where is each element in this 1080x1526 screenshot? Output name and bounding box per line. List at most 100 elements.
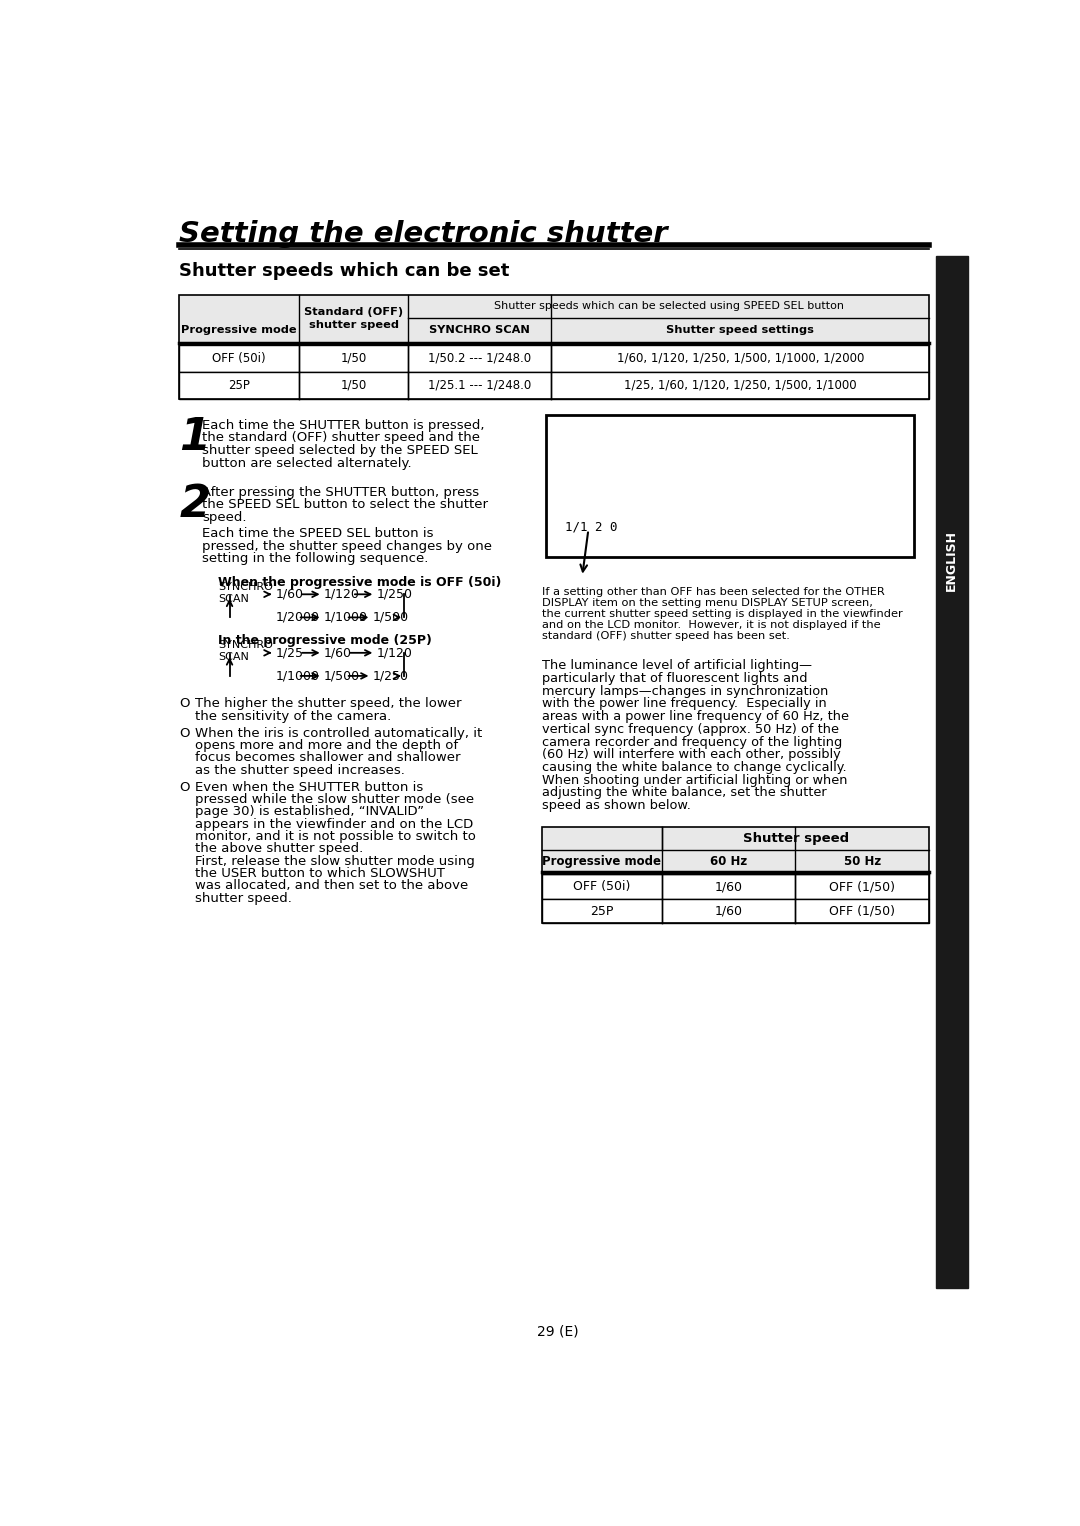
Text: 25P: 25P (228, 378, 251, 392)
Text: O: O (179, 697, 190, 711)
Text: 1/250: 1/250 (373, 670, 409, 682)
Text: SYNCHRO
SCAN: SYNCHRO SCAN (218, 641, 273, 662)
Text: Each time the SPEED SEL button is: Each time the SPEED SEL button is (202, 526, 434, 540)
Text: 1/60: 1/60 (715, 905, 743, 917)
Text: ENGLISH: ENGLISH (945, 530, 958, 591)
Bar (542, 827, 930, 850)
Text: as the shutter speed increases.: as the shutter speed increases. (194, 763, 405, 777)
Text: 1/1000: 1/1000 (324, 610, 368, 624)
Text: the current shutter speed setting is displayed in the viewfinder: the current shutter speed setting is dis… (542, 609, 903, 620)
Text: 1/1 2 0: 1/1 2 0 (565, 520, 618, 534)
Text: appears in the viewfinder and on the LCD: appears in the viewfinder and on the LCD (194, 818, 473, 830)
Text: Progressive mode: Progressive mode (542, 855, 661, 868)
Text: the SPEED SEL button to select the shutter: the SPEED SEL button to select the shutt… (202, 499, 488, 511)
Text: shutter speed.: shutter speed. (194, 891, 292, 905)
Text: pressed, the shutter speed changes by one: pressed, the shutter speed changes by on… (202, 540, 492, 552)
Text: 1/50: 1/50 (340, 378, 367, 392)
Text: 2: 2 (179, 484, 211, 526)
Text: causing the white balance to change cyclically.: causing the white balance to change cycl… (542, 761, 847, 774)
Text: 1/60: 1/60 (324, 647, 352, 659)
Text: SYNCHRO
SCAN: SYNCHRO SCAN (218, 581, 273, 604)
Text: 1/250: 1/250 (377, 588, 413, 601)
Bar (542, 899, 930, 923)
Text: button are selected alternately.: button are selected alternately. (202, 456, 413, 470)
Text: OFF (50i): OFF (50i) (213, 353, 266, 365)
Bar (542, 874, 930, 899)
Text: 1/120: 1/120 (377, 647, 413, 659)
Bar (542, 827, 930, 923)
Text: opens more and more and the depth of: opens more and more and the depth of (194, 739, 458, 752)
Text: the sensitivity of the camera.: the sensitivity of the camera. (194, 710, 391, 723)
Text: adjusting the white balance, set the shutter: adjusting the white balance, set the shu… (542, 786, 826, 800)
Text: 1/25: 1/25 (276, 647, 305, 659)
Bar (935, 256, 968, 1288)
Text: 1: 1 (179, 417, 211, 459)
Bar (179, 295, 930, 398)
Text: OFF (50i): OFF (50i) (573, 881, 631, 893)
Text: When the progressive mode is OFF (50i): When the progressive mode is OFF (50i) (218, 575, 501, 589)
Text: focus becomes shallower and shallower: focus becomes shallower and shallower (194, 751, 460, 765)
Text: O: O (179, 726, 190, 740)
Text: When the iris is controlled automatically, it: When the iris is controlled automaticall… (194, 726, 482, 740)
Text: 1/50.2 --- 1/248.0: 1/50.2 --- 1/248.0 (428, 353, 531, 365)
Text: Progressive mode: Progressive mode (181, 325, 297, 336)
Text: O: O (179, 781, 190, 794)
Text: Each time the SHUTTER button is pressed,: Each time the SHUTTER button is pressed, (202, 418, 485, 432)
Text: Setting the electronic shutter: Setting the electronic shutter (179, 220, 667, 249)
Bar (179, 295, 930, 317)
Text: areas with a power line frequency of 60 Hz, the: areas with a power line frequency of 60 … (542, 710, 849, 723)
Text: the above shutter speed.: the above shutter speed. (194, 842, 363, 855)
Text: 1/2000: 1/2000 (276, 610, 320, 624)
Text: The higher the shutter speed, the lower: The higher the shutter speed, the lower (194, 697, 461, 711)
Text: 1/1000: 1/1000 (276, 670, 320, 682)
Text: 1/500: 1/500 (373, 610, 409, 624)
Text: 1/500: 1/500 (324, 670, 361, 682)
Bar (545, 415, 914, 557)
Text: If a setting other than OFF has been selected for the OTHER: If a setting other than OFF has been sel… (542, 586, 885, 597)
Text: Shutter speed settings: Shutter speed settings (666, 325, 814, 336)
Text: Standard (OFF)
shutter speed: Standard (OFF) shutter speed (303, 307, 403, 330)
Text: 1/60: 1/60 (276, 588, 305, 601)
Text: (60 Hz) will interfere with each other, possibly: (60 Hz) will interfere with each other, … (542, 748, 840, 761)
Text: vertical sync frequency (approx. 50 Hz) of the: vertical sync frequency (approx. 50 Hz) … (542, 723, 839, 736)
Text: setting in the following sequence.: setting in the following sequence. (202, 552, 429, 565)
Text: pressed while the slow shutter mode (see: pressed while the slow shutter mode (see (194, 794, 474, 806)
Text: 1/60, 1/120, 1/250, 1/500, 1/1000, 1/2000: 1/60, 1/120, 1/250, 1/500, 1/1000, 1/200… (617, 353, 864, 365)
Text: The luminance level of artificial lighting—: The luminance level of artificial lighti… (542, 659, 812, 673)
Bar (179, 317, 930, 342)
Text: 1/25, 1/60, 1/120, 1/250, 1/500, 1/1000: 1/25, 1/60, 1/120, 1/250, 1/500, 1/1000 (624, 378, 856, 392)
Text: 1/120: 1/120 (324, 588, 360, 601)
Bar (542, 850, 930, 871)
Text: standard (OFF) shutter speed has been set.: standard (OFF) shutter speed has been se… (542, 632, 789, 641)
Text: was allocated, and then set to the above: was allocated, and then set to the above (194, 879, 468, 893)
Text: In the progressive mode (25P): In the progressive mode (25P) (218, 635, 432, 647)
Text: DISPLAY item on the setting menu DISPLAY SETUP screen,: DISPLAY item on the setting menu DISPLAY… (542, 598, 873, 607)
Text: OFF (1/50): OFF (1/50) (829, 905, 895, 917)
Bar (179, 345, 930, 372)
Text: particularly that of fluorescent lights and: particularly that of fluorescent lights … (542, 671, 808, 685)
Text: the USER button to which SLOWSHUT: the USER button to which SLOWSHUT (194, 867, 445, 881)
Text: 25P: 25P (591, 905, 613, 917)
Text: When shooting under artificial lighting or when: When shooting under artificial lighting … (542, 774, 848, 787)
Text: Even when the SHUTTER button is: Even when the SHUTTER button is (194, 781, 423, 794)
Text: speed.: speed. (202, 511, 247, 523)
Text: Shutter speeds which can be selected using SPEED SEL button: Shutter speeds which can be selected usi… (494, 301, 843, 311)
Text: the standard (OFF) shutter speed and the: the standard (OFF) shutter speed and the (202, 432, 481, 444)
Text: First, release the slow shutter mode using: First, release the slow shutter mode usi… (194, 855, 474, 868)
Text: 29 (E): 29 (E) (537, 1325, 578, 1338)
Text: After pressing the SHUTTER button, press: After pressing the SHUTTER button, press (202, 485, 480, 499)
Text: OFF (1/50): OFF (1/50) (829, 881, 895, 893)
Text: shutter speed selected by the SPEED SEL: shutter speed selected by the SPEED SEL (202, 444, 478, 458)
Text: 50 Hz: 50 Hz (843, 855, 881, 868)
Text: 60 Hz: 60 Hz (710, 855, 747, 868)
Text: speed as shown below.: speed as shown below. (542, 800, 691, 812)
Text: and on the LCD monitor.  However, it is not displayed if the: and on the LCD monitor. However, it is n… (542, 620, 880, 630)
Text: 1/60: 1/60 (715, 881, 743, 893)
Text: SYNCHRO SCAN: SYNCHRO SCAN (429, 325, 530, 336)
Text: with the power line frequency.  Especially in: with the power line frequency. Especiall… (542, 697, 826, 711)
Text: camera recorder and frequency of the lighting: camera recorder and frequency of the lig… (542, 736, 842, 749)
Text: 1/25.1 --- 1/248.0: 1/25.1 --- 1/248.0 (428, 378, 531, 392)
Bar (179, 372, 930, 398)
Text: Shutter speed: Shutter speed (743, 832, 849, 845)
Text: mercury lamps—changes in synchronization: mercury lamps—changes in synchronization (542, 685, 828, 697)
